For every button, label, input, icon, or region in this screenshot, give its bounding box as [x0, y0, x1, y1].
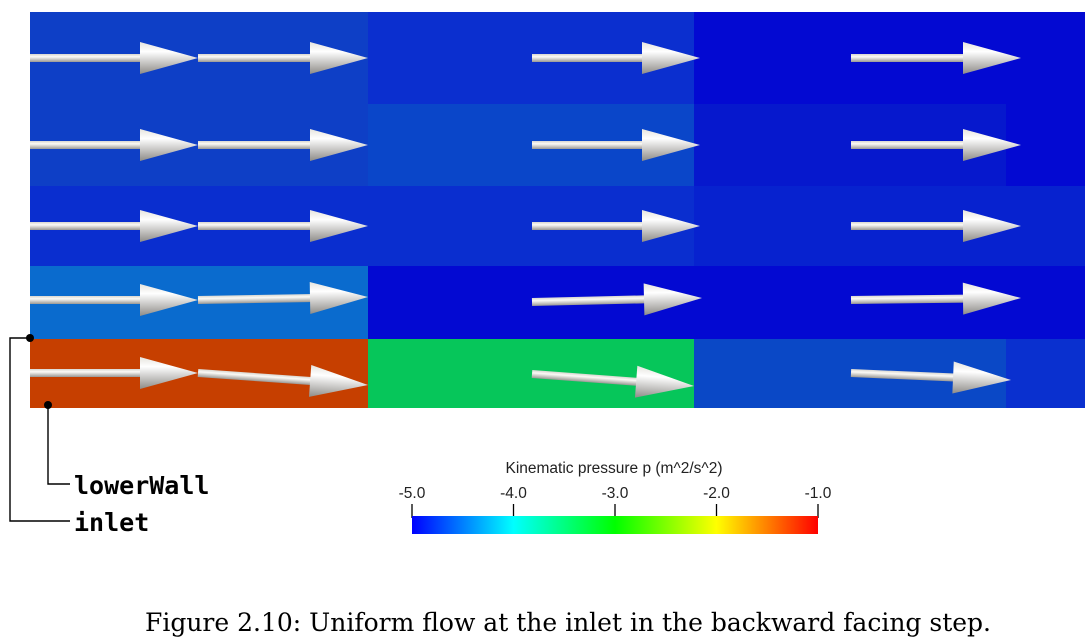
arrow-head — [140, 357, 198, 389]
pressure-patch — [1006, 339, 1085, 408]
velocity-arrow — [531, 283, 703, 316]
arrow-head — [962, 282, 1022, 315]
colorbar-tick-label: -4.0 — [500, 485, 527, 502]
arrow-head — [963, 42, 1021, 74]
velocity-arrow — [532, 129, 700, 161]
velocity-arrow — [30, 129, 198, 161]
velocity-arrow — [850, 361, 1011, 394]
arrow-head — [309, 282, 369, 315]
lower-wall-marker-dot — [44, 401, 52, 409]
arrow-head — [642, 210, 700, 242]
arrow-head — [642, 129, 700, 161]
colorbar-ticks: -5.0 -4.0 -3.0 -2.0 -1.0 — [399, 485, 832, 518]
velocity-arrow — [197, 364, 369, 397]
arrow-head — [963, 210, 1021, 242]
arrow-head — [310, 129, 368, 161]
arrow-head — [140, 284, 198, 316]
arrow-head — [140, 42, 198, 74]
arrow-shaft — [851, 54, 967, 62]
velocity-arrow — [30, 210, 198, 242]
arrow-head — [642, 42, 700, 74]
lower-wall-leader-line — [47, 405, 70, 485]
arrow-shaft — [198, 222, 314, 230]
arrow-head — [140, 129, 198, 161]
velocity-arrow — [851, 42, 1021, 74]
figure-caption: Figure 2.10: Uniform flow at the inlet i… — [145, 608, 991, 637]
arrow-shaft — [198, 54, 314, 62]
velocity-arrow — [198, 129, 368, 161]
velocity-arrow — [532, 42, 700, 74]
colorbar-tick-label: -1.0 — [805, 485, 832, 502]
arrow-shaft — [30, 141, 144, 149]
lower-wall-label: lowerWall — [74, 471, 209, 500]
velocity-arrow — [532, 210, 700, 242]
velocity-arrow — [197, 282, 369, 315]
colorbar-title: Kinematic pressure p (m^2/s^2) — [506, 460, 723, 477]
arrow-shaft — [531, 295, 649, 306]
arrow-shaft — [197, 293, 315, 304]
arrow-shaft — [30, 369, 144, 377]
colorbar-tick-label: -3.0 — [602, 485, 629, 502]
arrow-head — [310, 210, 368, 242]
inlet-leader-line — [9, 337, 70, 522]
velocity-arrow — [531, 365, 694, 398]
velocity-arrow — [198, 42, 368, 74]
velocity-arrow — [851, 129, 1021, 161]
colorbar-tick-label: -2.0 — [703, 485, 730, 502]
inlet-marker-dot — [26, 334, 34, 342]
colorbar: Kinematic pressure p (m^2/s^2) -5.0 -4.0-… — [399, 460, 832, 534]
arrow-shaft — [851, 141, 967, 149]
velocity-arrow — [30, 42, 198, 74]
arrow-head — [952, 361, 1011, 394]
arrow-head — [309, 364, 369, 397]
arrow-head — [310, 42, 368, 74]
arrow-shaft — [197, 369, 315, 386]
velocity-arrow — [198, 210, 368, 242]
arrow-head — [963, 129, 1021, 161]
arrow-shaft — [30, 296, 144, 304]
arrow-shaft — [532, 141, 646, 149]
colorbar-tick-label: -5.0 — [399, 485, 426, 502]
arrow-shaft — [851, 222, 967, 230]
arrow-head — [140, 210, 198, 242]
arrow-shaft — [30, 54, 144, 62]
arrow-shaft — [531, 370, 641, 387]
arrow-shaft — [532, 222, 646, 230]
arrow-head — [643, 283, 703, 316]
inlet-label: inlet — [74, 508, 149, 537]
arrow-head — [634, 365, 694, 398]
velocity-arrow — [851, 210, 1021, 242]
arrow-shaft — [850, 294, 968, 304]
velocity-vectors — [30, 42, 1022, 398]
velocity-arrow — [850, 282, 1022, 315]
arrow-shaft — [30, 222, 144, 230]
colorbar-gradient — [412, 516, 818, 534]
arrow-shaft — [198, 141, 314, 149]
arrow-shaft — [532, 54, 646, 62]
velocity-arrow — [30, 284, 198, 316]
arrow-shaft — [850, 369, 958, 382]
velocity-arrow — [30, 357, 198, 389]
boundary-markers — [9, 334, 70, 522]
